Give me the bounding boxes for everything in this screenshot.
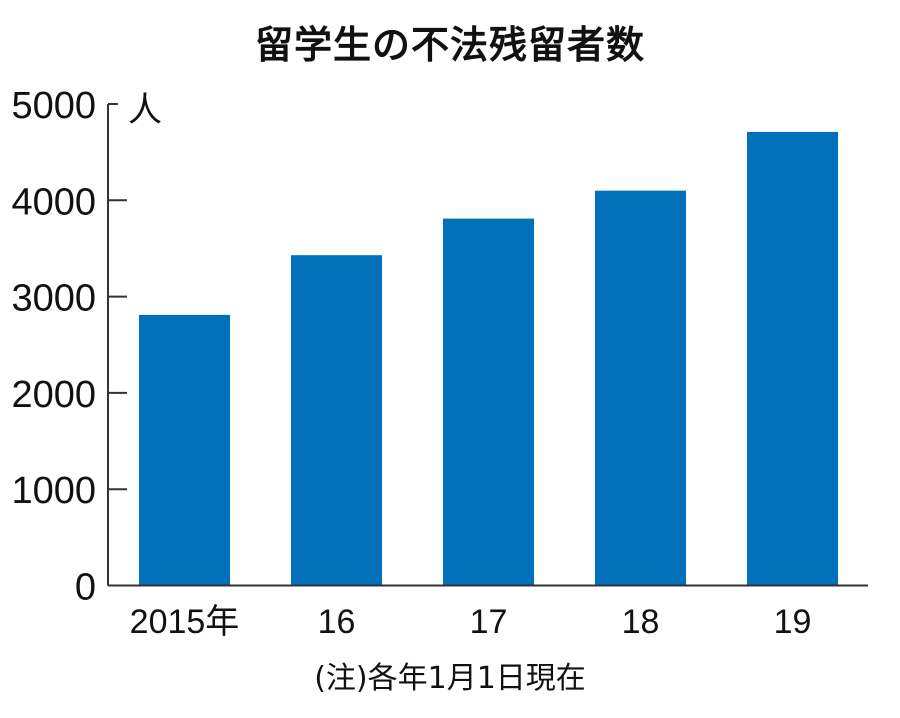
x-tick-label: 2015年 [130, 603, 240, 641]
bar [595, 190, 686, 586]
bar [747, 131, 838, 586]
y-tick-label: 5000 [11, 85, 96, 127]
chart-title: 留学生の不法残留者数 [254, 23, 645, 67]
y-tick-label: 2000 [11, 374, 96, 416]
y-axis-unit: 人 [128, 91, 162, 129]
x-tick-label: 17 [470, 603, 508, 641]
bar [139, 314, 230, 586]
y-tick-label: 0 [75, 567, 96, 609]
x-tick-label: 19 [774, 603, 812, 641]
bar [443, 218, 534, 586]
y-tick-label: 4000 [11, 181, 96, 223]
x-tick-label: 18 [622, 603, 660, 641]
x-tick-label: 16 [318, 603, 356, 641]
chart-note: (注)各年1月1日現在 [314, 661, 586, 696]
y-tick-label: 3000 [11, 278, 96, 320]
y-tick-label: 1000 [11, 470, 96, 512]
bar [291, 255, 382, 586]
